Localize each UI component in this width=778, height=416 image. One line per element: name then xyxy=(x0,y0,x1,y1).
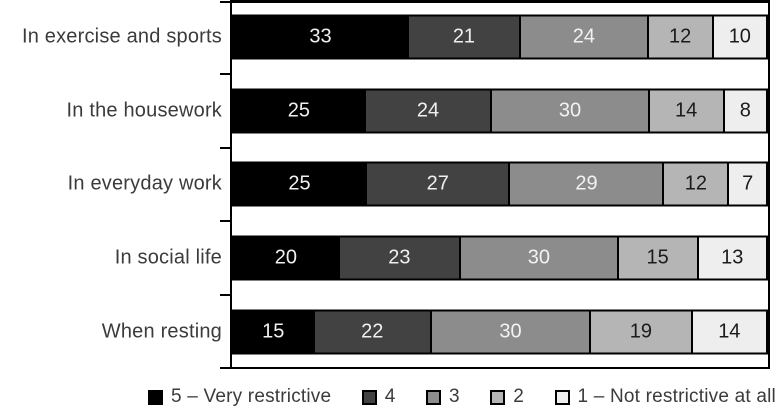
bar-segment: 27 xyxy=(365,163,509,205)
legend-label: 5 – Very restrictive xyxy=(171,386,332,407)
axis-tick xyxy=(220,367,231,369)
category-band: When resting 15 22 30 19 14 xyxy=(0,295,778,369)
bar-segment: 7 xyxy=(727,163,766,205)
category-label: In social life xyxy=(114,246,222,269)
bar-row: 33 21 24 12 10 xyxy=(232,14,768,60)
axis-tick xyxy=(220,294,231,297)
legend-swatch-icon xyxy=(361,389,377,405)
axis-tick xyxy=(220,72,231,75)
bar-segment: 25 xyxy=(234,163,365,205)
legend-swatch-icon xyxy=(148,389,163,405)
legend-label: 3 xyxy=(449,386,460,407)
legend-item: 2 xyxy=(490,386,524,408)
bar-segment: 30 xyxy=(490,90,648,132)
legend-label: 2 xyxy=(513,386,525,407)
bar-row: 25 24 30 14 8 xyxy=(232,88,768,134)
category-label: In everyday work xyxy=(67,172,222,195)
legend-swatch-icon xyxy=(426,389,441,405)
bar-segment: 20 xyxy=(234,237,338,279)
category-band: In exercise and sports 33 21 24 12 10 xyxy=(0,0,778,74)
bar-segment: 24 xyxy=(518,16,647,58)
category-band: In social life 20 23 30 15 13 xyxy=(0,221,778,295)
bar-segment: 8 xyxy=(722,90,766,132)
bar-segment: 12 xyxy=(646,16,712,58)
bar-segment: 23 xyxy=(337,237,460,279)
legend-swatch-icon xyxy=(554,389,570,405)
bar-segment: 10 xyxy=(711,16,767,58)
bar-segment: 14 xyxy=(647,90,723,132)
category-label: In the housework xyxy=(66,99,222,122)
category-label: In exercise and sports xyxy=(21,25,222,48)
bar-segment: 19 xyxy=(589,311,691,353)
axis-tick xyxy=(220,1,231,3)
bar-segment: 33 xyxy=(234,16,407,58)
bar-segment: 29 xyxy=(508,163,663,205)
category-label: When resting xyxy=(101,320,222,343)
axis-tick xyxy=(220,146,231,149)
bar-row: 20 23 30 15 13 xyxy=(232,235,768,281)
bar-segment: 30 xyxy=(429,311,590,353)
bar-segment: 15 xyxy=(616,237,697,279)
bar-segment: 30 xyxy=(459,237,617,279)
legend-item: 5 – Very restrictive xyxy=(148,386,331,408)
legend-label: 1 – Not restrictive at all xyxy=(577,386,776,407)
legend-item: 1 – Not restrictive at all xyxy=(554,386,776,408)
legend-label: 4 xyxy=(384,386,396,407)
bar-segment: 12 xyxy=(662,163,728,205)
bar-segment: 13 xyxy=(696,237,767,279)
bar-row: 25 27 29 12 7 xyxy=(232,161,768,207)
legend-item: 3 xyxy=(426,386,460,408)
chart-legend: 5 – Very restrictive 4 3 2 1 – Not restricti… xyxy=(148,383,776,411)
legend-swatch-icon xyxy=(490,389,506,405)
bar-segment: 25 xyxy=(234,90,364,132)
bar-row: 15 22 30 19 14 xyxy=(232,309,768,355)
bar-segment: 24 xyxy=(363,90,491,132)
category-band: In the housework 25 24 30 14 8 xyxy=(0,74,778,148)
legend-item: 4 xyxy=(361,386,396,408)
bar-segment: 22 xyxy=(312,311,430,353)
bar-segment: 14 xyxy=(690,311,766,353)
bar-segment: 21 xyxy=(406,16,519,58)
axis-tick xyxy=(220,220,231,223)
bar-segment: 15 xyxy=(234,311,313,353)
category-band: In everyday work 25 27 29 12 7 xyxy=(0,148,778,222)
